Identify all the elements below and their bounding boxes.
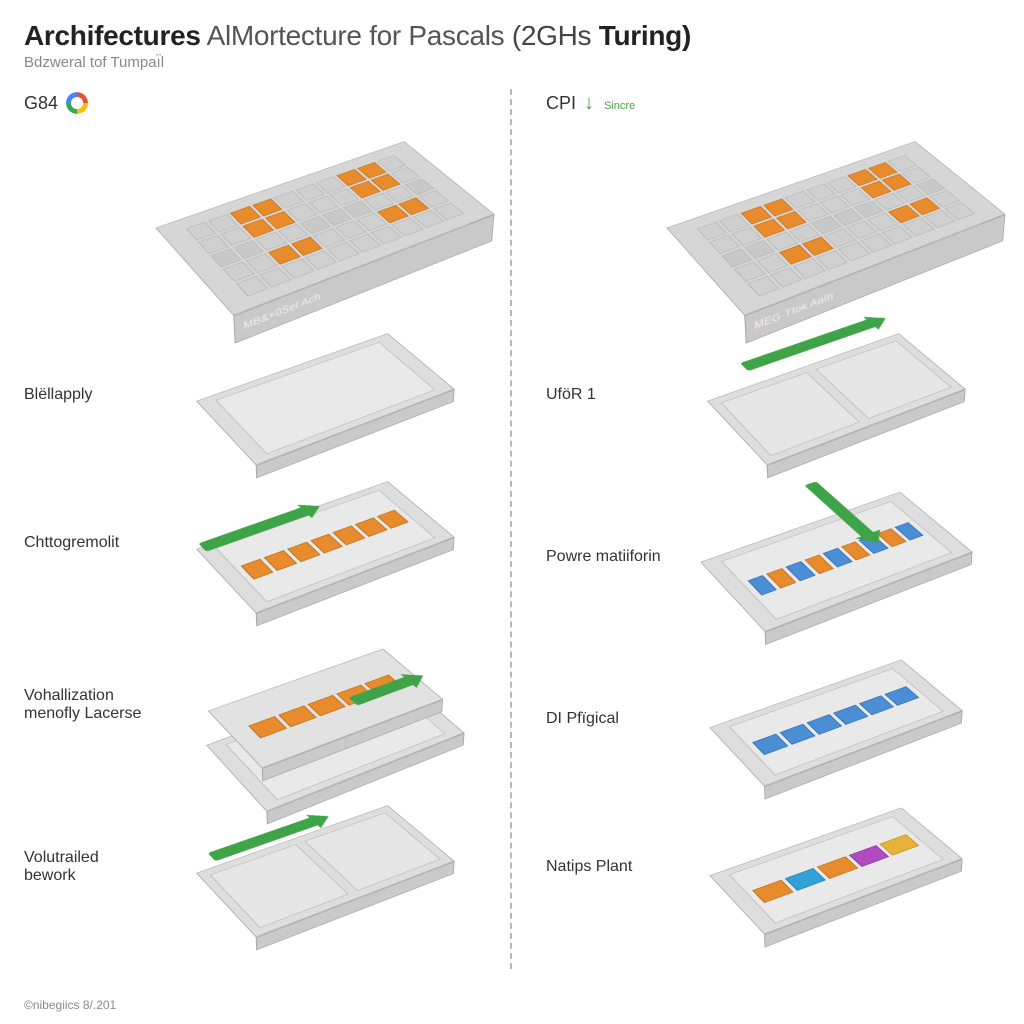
- right-row-3: DI Pfïgical: [546, 645, 994, 793]
- split-tray-slab: [196, 805, 455, 937]
- split-tray-slab: [707, 333, 966, 465]
- title-word-2: AlMortecture for Pascals: [207, 20, 505, 51]
- tray-slab: [196, 333, 455, 465]
- die-grid: [185, 155, 464, 297]
- tray-slab: [709, 807, 962, 934]
- right-row-3-label: DI Pfïgical: [546, 710, 666, 728]
- left-row-3-label: Vohallization menofly Lacerse: [24, 687, 144, 724]
- left-column-label: G84: [24, 93, 58, 114]
- left-hero-slab: MB&×0Sel Ach: [155, 141, 494, 315]
- column-divider: [510, 89, 512, 969]
- right-column-label: CPI: [546, 93, 576, 114]
- tray-slab: [709, 659, 962, 786]
- right-row-1: UföR 1: [546, 321, 994, 469]
- footer-text: ©nibegiics 8/.201: [24, 998, 116, 1012]
- down-arrow-icon: ↓: [584, 93, 594, 113]
- left-row-1: Blëllapply: [24, 321, 494, 469]
- two-column-layout: G84 MB&×0Sel A: [24, 89, 1000, 969]
- page-subtitle: Bdzweral tof Tumpaı̈l: [24, 54, 1000, 71]
- title-word-3: (2GHs: [512, 20, 591, 51]
- left-column-header: G84: [24, 89, 494, 117]
- left-hero-row: MB&×0Sel Ach: [24, 121, 494, 321]
- right-column: CPI ↓ Sincre: [512, 89, 1000, 969]
- right-hero-slab: MEG·Ttok Aaín: [666, 141, 1005, 315]
- left-row-1-label: Blëllapply: [24, 386, 144, 404]
- right-row-4-label: Natips Plant: [546, 858, 666, 876]
- right-row-2-label: Powre matiiforin: [546, 548, 666, 566]
- title-word-4: Turing): [599, 20, 691, 51]
- right-column-header: CPI ↓ Sincre: [546, 89, 994, 117]
- right-row-4: Natips Plant: [546, 793, 994, 941]
- left-row-2-label: Chttogremolit: [24, 534, 144, 552]
- page: Archifectures AlMortecture for Pascals (…: [0, 0, 1024, 1024]
- tray-slab: [196, 481, 455, 613]
- left-row-4: Volutrailed bework: [24, 793, 494, 941]
- title-word-1: Archifectures: [24, 20, 201, 51]
- left-row-2: Chttogremolit: [24, 469, 494, 617]
- segmented-ring-icon: [66, 92, 88, 114]
- right-row-2: Powre matiiforin: [546, 469, 994, 645]
- right-column-sublabel: Sincre: [604, 100, 635, 112]
- die-grid: [696, 155, 975, 297]
- page-title: Archifectures AlMortecture for Pascals (…: [24, 20, 1000, 52]
- right-row-1-label: UföR 1: [546, 386, 666, 404]
- right-hero-row: MEG·Ttok Aaín: [546, 121, 994, 321]
- left-column: G84 MB&×0Sel A: [24, 89, 512, 969]
- left-row-3: Vohallization menofly Lacerse: [24, 617, 494, 793]
- left-row-4-label: Volutrailed bework: [24, 849, 144, 886]
